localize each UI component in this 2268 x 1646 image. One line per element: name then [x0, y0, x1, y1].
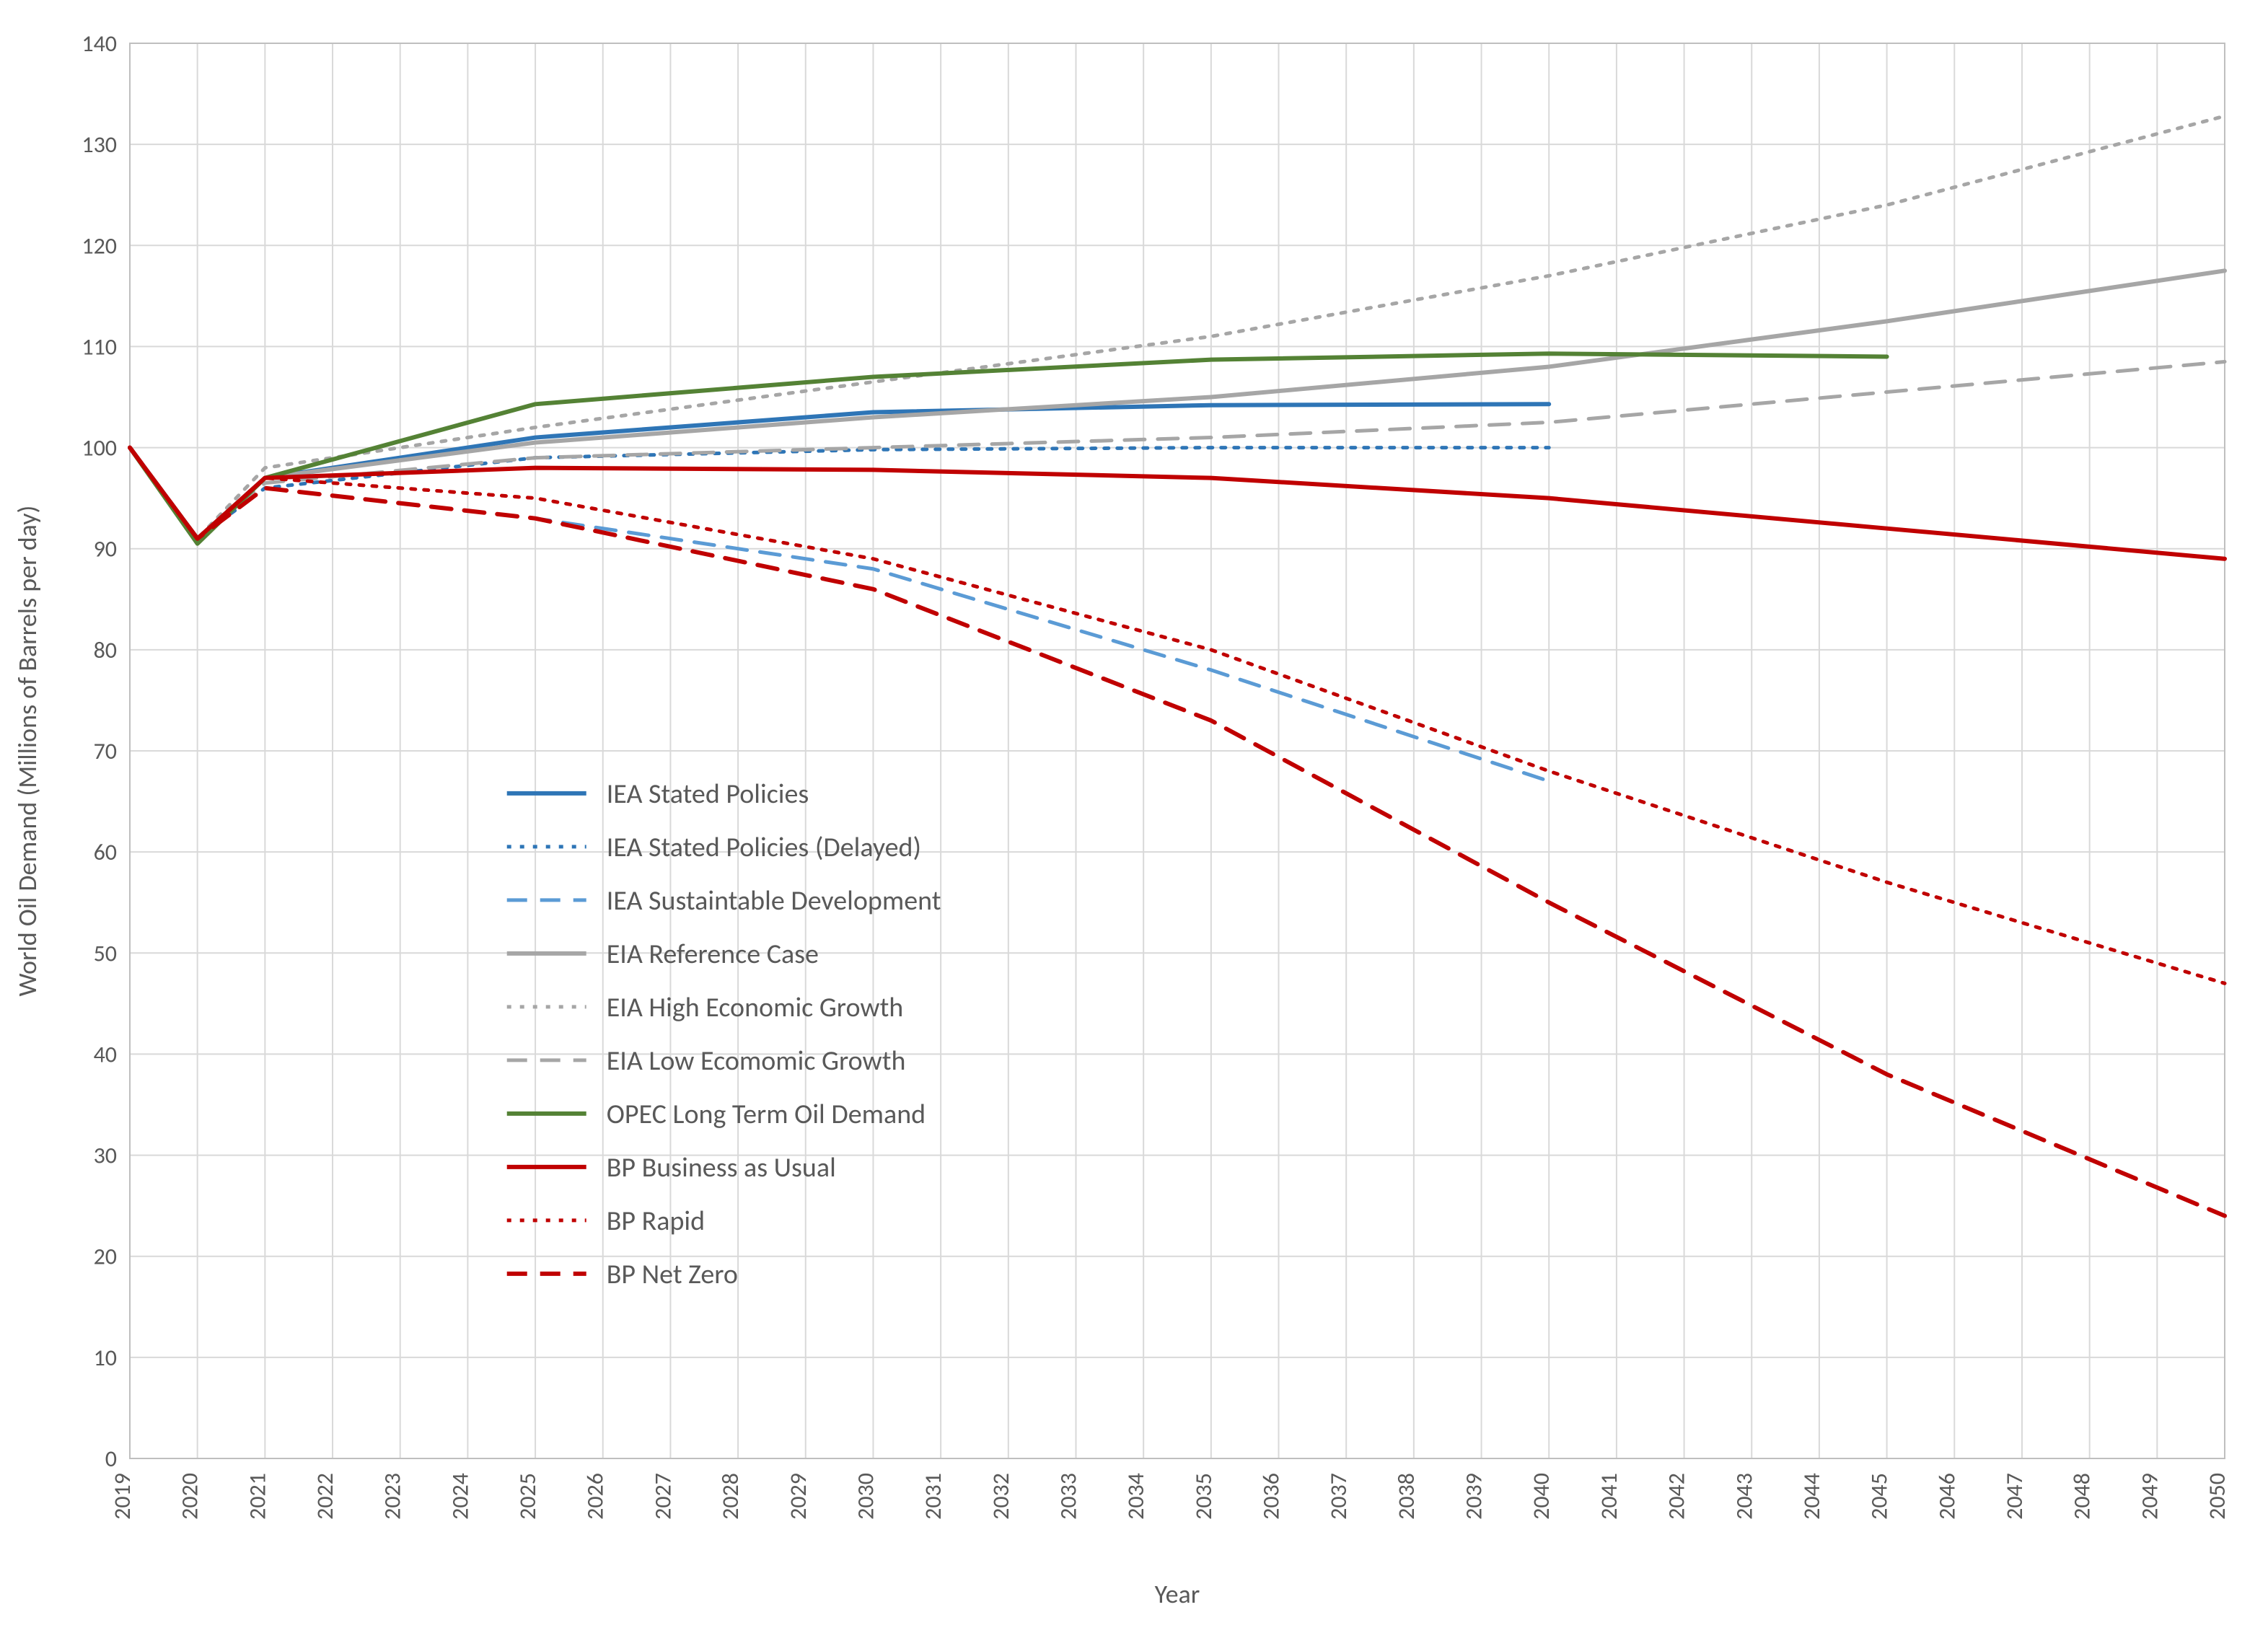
- legend-label: EIA High Economic Growth: [607, 991, 904, 1024]
- y-tick-label: 100: [82, 434, 117, 462]
- y-tick-label: 30: [94, 1142, 117, 1170]
- y-tick-label: 80: [94, 636, 117, 664]
- legend-label: BP Rapid: [607, 1205, 705, 1238]
- legend-label: OPEC Long Term Oil Demand: [607, 1098, 926, 1131]
- y-tick-label: 60: [94, 838, 117, 866]
- x-tick-label: 2031: [919, 1473, 947, 1520]
- y-tick-label: 0: [105, 1445, 117, 1473]
- x-tick-label: 2041: [1595, 1473, 1623, 1520]
- x-tick-label: 2043: [1730, 1473, 1758, 1520]
- legend-label: IEA Stated Policies (Delayed): [607, 831, 921, 864]
- x-tick-label: 2044: [1798, 1473, 1826, 1520]
- x-tick-label: 2024: [446, 1473, 474, 1520]
- chart-svg: 2019 2020 2021 2022 2023 2024 2025 2026 2027 2028…: [0, 0, 2268, 1646]
- x-tick-label: 2049: [2135, 1473, 2163, 1520]
- y-tick-label: 110: [82, 333, 117, 361]
- x-tick-label: 2048: [2068, 1473, 2096, 1520]
- y-tick-label: 130: [82, 131, 117, 159]
- oil-demand-chart: 2019 2020 2021 2022 2023 2024 2025 2026 2027 2028…: [0, 0, 2268, 1646]
- x-tick-label: 2046: [1933, 1473, 1961, 1520]
- x-tick-label: 2035: [1190, 1473, 1218, 1520]
- x-tick-label: 2033: [1054, 1473, 1082, 1520]
- x-tick-label: 2034: [1122, 1473, 1150, 1520]
- x-tick-label: 2047: [2000, 1473, 2029, 1520]
- legend-label: IEA Sustaintable Development: [607, 884, 941, 917]
- x-tick-label: 2040: [1527, 1473, 1555, 1520]
- x-tick-label: 2030: [851, 1473, 879, 1520]
- y-tick-label: 40: [94, 1040, 117, 1068]
- y-tick-label: 90: [94, 535, 117, 563]
- x-tick-label: 2026: [581, 1473, 610, 1520]
- legend-label: BP Business as Usual: [607, 1151, 836, 1184]
- x-tick-label: 2025: [514, 1473, 542, 1520]
- y-tick-label: 120: [82, 232, 117, 260]
- x-axis-title: Year: [1155, 1578, 1200, 1610]
- x-tick-label: 2023: [379, 1473, 407, 1520]
- y-tick-label: 70: [94, 737, 117, 765]
- x-tick-label: 2036: [1257, 1473, 1285, 1520]
- x-tick-label: 2022: [311, 1473, 339, 1520]
- y-tick-label: 50: [94, 939, 117, 967]
- x-tick-label: 2027: [649, 1473, 677, 1520]
- legend-label: IEA Stated Policies: [607, 778, 809, 811]
- y-axis-title: World Oil Demand (Millions of Barrels pe…: [12, 506, 43, 997]
- x-tick-label: 2042: [1663, 1473, 1691, 1520]
- y-tick-label: 20: [94, 1243, 117, 1271]
- x-tick-label: 2045: [1865, 1473, 1894, 1520]
- x-tick-label: 2050: [2203, 1473, 2231, 1520]
- x-tick-label: 2028: [716, 1473, 744, 1520]
- legend-label: BP Net Zero: [607, 1258, 738, 1291]
- x-tick-label: 2038: [1392, 1473, 1420, 1520]
- y-tick-label: 140: [82, 30, 117, 58]
- legend-label: EIA Reference Case: [607, 938, 819, 971]
- x-tick-label: 2032: [987, 1473, 1015, 1520]
- x-tick-label: 2019: [108, 1473, 136, 1520]
- x-tick-label: 2021: [243, 1473, 271, 1520]
- x-tick-label: 2020: [176, 1473, 204, 1520]
- x-tick-label: 2039: [1460, 1473, 1488, 1520]
- y-tick-label: 10: [94, 1344, 117, 1372]
- legend-label: EIA Low Ecomomic Growth: [607, 1044, 906, 1078]
- x-tick-label: 2037: [1324, 1473, 1353, 1520]
- x-tick-label: 2029: [784, 1473, 812, 1520]
